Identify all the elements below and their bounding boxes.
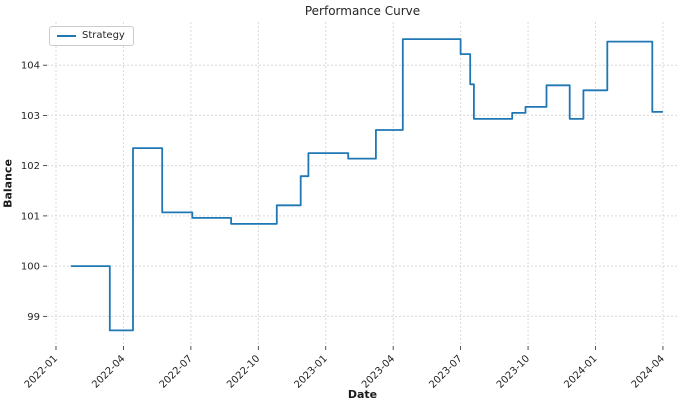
strategy-line-series <box>70 38 663 332</box>
x-tick-label: 2023-10 <box>495 353 532 390</box>
y-tick-label: 103 <box>21 111 40 122</box>
y-tick-label: 104 <box>21 61 40 72</box>
x-tick-label: 2022-01 <box>23 353 60 390</box>
x-tick-label: 2022-04 <box>90 353 127 390</box>
y-tick-label: 99 <box>27 312 40 323</box>
x-tick-label: 2023-01 <box>293 353 330 390</box>
x-axis-label: Date <box>347 388 378 401</box>
x-tick-label: 2024-04 <box>630 353 667 390</box>
x-tick-label: 2023-07 <box>427 353 464 390</box>
x-tick-label: 2022-10 <box>225 353 262 390</box>
chart-title: Performance Curve <box>304 4 421 18</box>
legend[interactable]: Strategy <box>49 26 134 46</box>
y-tick-label: 100 <box>21 262 40 273</box>
x-tick-label: 2022-07 <box>158 353 195 390</box>
y-tick-label: 102 <box>21 161 40 172</box>
x-tick-label: 2023-04 <box>360 353 397 390</box>
x-tick-label: 2024-01 <box>562 353 599 390</box>
legend-line-icon <box>57 35 76 37</box>
legend-label: Strategy <box>82 30 125 41</box>
y-tick-label: 101 <box>21 211 40 222</box>
